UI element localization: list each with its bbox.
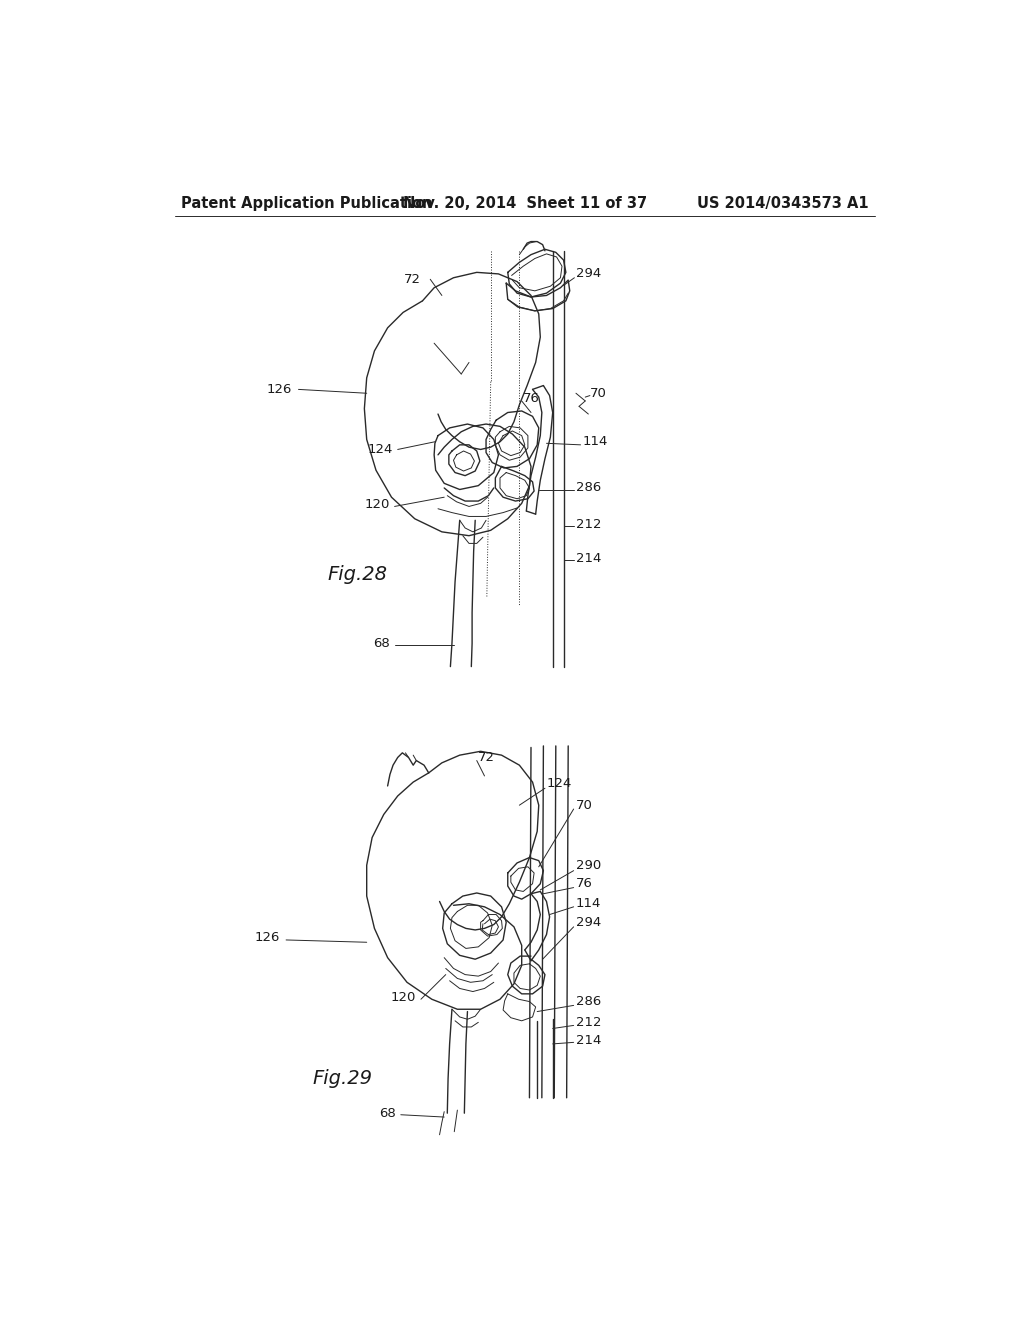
Text: 68: 68 <box>380 1106 396 1119</box>
Text: 120: 120 <box>391 991 417 1005</box>
Text: 124: 124 <box>368 444 393 455</box>
Text: Fig.29: Fig.29 <box>312 1069 373 1088</box>
Text: 214: 214 <box>575 1034 601 1047</box>
Text: US 2014/0343573 A1: US 2014/0343573 A1 <box>697 195 869 211</box>
Text: 70: 70 <box>590 387 607 400</box>
Text: 72: 72 <box>403 273 421 286</box>
Text: 286: 286 <box>575 995 601 1008</box>
Text: 290: 290 <box>575 859 601 871</box>
Text: Patent Application Publication: Patent Application Publication <box>180 195 432 211</box>
Text: 114: 114 <box>583 436 607 449</box>
Text: 294: 294 <box>575 916 601 929</box>
Text: 294: 294 <box>575 268 601 280</box>
Text: Nov. 20, 2014  Sheet 11 of 37: Nov. 20, 2014 Sheet 11 of 37 <box>402 195 647 211</box>
Text: 120: 120 <box>365 499 390 511</box>
Text: Fig.28: Fig.28 <box>328 565 388 583</box>
Text: 76: 76 <box>575 878 593 890</box>
Text: 212: 212 <box>575 1016 601 1028</box>
Text: 72: 72 <box>478 751 496 764</box>
Text: 114: 114 <box>575 898 601 911</box>
Text: 126: 126 <box>267 383 292 396</box>
Text: 70: 70 <box>575 799 593 812</box>
Text: 76: 76 <box>523 392 540 405</box>
Text: 68: 68 <box>373 638 390 649</box>
Text: 212: 212 <box>575 517 601 531</box>
Text: 126: 126 <box>255 931 280 944</box>
Text: 124: 124 <box>547 777 571 791</box>
Text: 214: 214 <box>575 552 601 565</box>
Text: 286: 286 <box>575 482 601 495</box>
